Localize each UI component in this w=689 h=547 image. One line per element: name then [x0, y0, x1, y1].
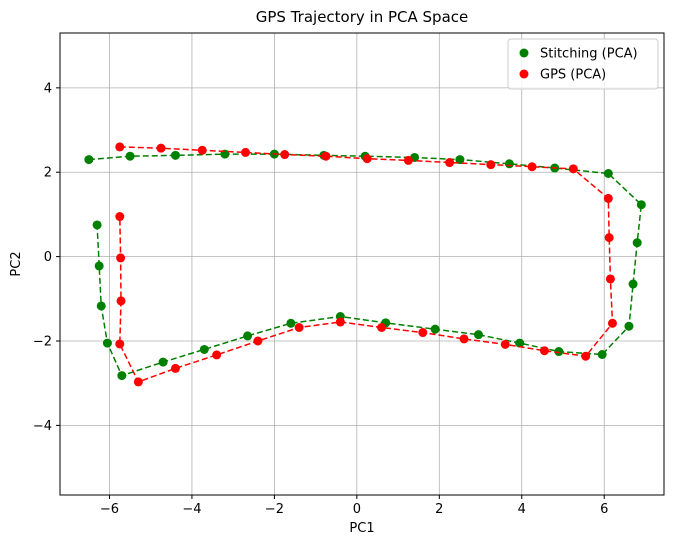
x-tick-label: 0 [353, 502, 361, 517]
data-point [212, 350, 222, 360]
data-point [430, 324, 440, 334]
data-point [125, 151, 135, 161]
data-point [500, 339, 510, 349]
series-1 [84, 149, 646, 381]
data-point [418, 328, 428, 338]
x-tick-label: −6 [100, 502, 119, 517]
y-tick-label: 2 [44, 166, 52, 181]
data-point [335, 317, 345, 327]
data-point [96, 301, 106, 311]
data-point [170, 150, 180, 160]
data-point [527, 162, 537, 172]
legend-marker [519, 69, 529, 79]
legend: Stitching (PCA) GPS (PCA) [507, 38, 659, 90]
data-point [253, 336, 263, 346]
data-point [199, 344, 209, 354]
y-axis-label: PC2 [9, 251, 24, 276]
grid [60, 33, 664, 495]
y-tick-label: −4 [33, 419, 52, 434]
data-point [241, 147, 251, 157]
data-point [243, 331, 253, 341]
data-point [624, 321, 634, 331]
x-tick-label: −2 [265, 502, 284, 517]
legend-label: Stitching (PCA) [540, 47, 638, 62]
legend-marker [519, 48, 529, 58]
plot-frame [59, 32, 665, 496]
data-point [605, 274, 615, 284]
y-tick-label: −2 [33, 335, 52, 350]
data-point [115, 142, 125, 152]
data-point [197, 145, 207, 155]
data-point [170, 363, 180, 373]
data-point [628, 279, 638, 289]
data-point [603, 168, 613, 178]
data-point [607, 318, 617, 328]
data-point [554, 347, 564, 357]
series-line [119, 146, 614, 383]
data-point [486, 160, 496, 170]
data-point [504, 159, 514, 169]
data-point [604, 233, 614, 243]
y-tick-label: 4 [44, 81, 52, 96]
data-point [568, 164, 578, 174]
data-point [632, 238, 642, 248]
series-line [88, 153, 643, 377]
x-tick-label: 4 [518, 502, 526, 517]
axis-ticks: −6 −4 −2 0 2 4 6 −4 −2 0 2 4 [33, 81, 609, 517]
data-point [116, 296, 126, 306]
data-point [158, 357, 168, 367]
y-tick-label: 0 [44, 250, 52, 265]
series-2 [115, 142, 617, 387]
legend-label: GPS (PCA) [540, 68, 606, 83]
data-point [321, 151, 331, 161]
data-point [377, 322, 387, 332]
data-point [294, 322, 304, 332]
data-point [102, 338, 112, 348]
data-point [117, 371, 127, 381]
data-point [403, 155, 413, 165]
data-point [539, 346, 549, 356]
data-point [133, 377, 143, 387]
data-point [94, 261, 104, 271]
plot-series [84, 142, 646, 387]
data-point [603, 193, 613, 203]
legend-box [507, 38, 659, 90]
data-point [92, 220, 102, 230]
data-point [115, 212, 125, 222]
data-point [459, 334, 469, 344]
data-point [636, 200, 646, 210]
data-point [597, 350, 607, 360]
chart-title: GPS Trajectory in PCA Space [256, 8, 469, 26]
data-point [581, 351, 591, 361]
x-tick-label: 6 [600, 502, 608, 517]
data-point [445, 158, 455, 168]
data-point [455, 155, 465, 165]
data-point [115, 339, 125, 349]
data-point [156, 143, 166, 153]
data-point [116, 253, 126, 263]
x-tick-label: 2 [435, 502, 443, 517]
data-point [362, 154, 372, 164]
data-point [280, 150, 290, 160]
x-tick-label: −4 [182, 502, 201, 517]
data-point [286, 318, 296, 328]
data-point [473, 330, 483, 340]
data-point [515, 338, 525, 348]
x-axis-label: PC1 [349, 521, 374, 536]
data-point [84, 155, 94, 165]
